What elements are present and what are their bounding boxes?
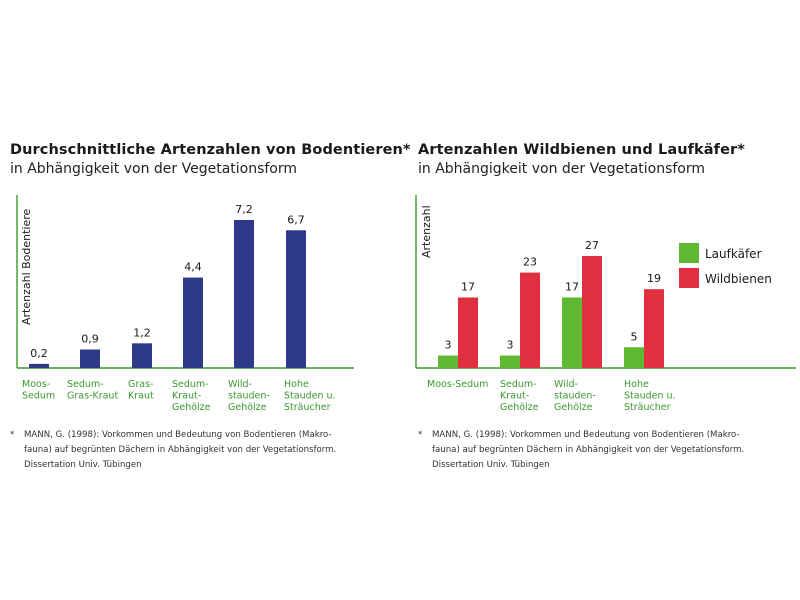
category-label: Hohe xyxy=(284,379,309,390)
legend-label: Laufkäfer xyxy=(705,247,762,261)
category-label: Sedum xyxy=(22,391,55,402)
data-label: 19 xyxy=(647,272,661,285)
bar xyxy=(132,343,152,368)
bar-laufkaefer xyxy=(438,355,458,368)
legend-label: Wildbienen xyxy=(705,272,772,286)
category-label: Kraut- xyxy=(172,391,201,402)
bar-laufkaefer xyxy=(562,297,582,368)
category-label: Hohe xyxy=(624,379,649,390)
category-label: Gehölze xyxy=(228,402,267,413)
chart-title: Artenzahlen Wildbienen und Laufkäfer* xyxy=(418,142,745,158)
y-axis-label: Artenzahl Bodentiere xyxy=(20,208,33,325)
footnote-text: MANN, G. (1998): Vorkommen und Bedeutung… xyxy=(24,430,337,470)
data-label: 23 xyxy=(523,256,537,269)
category-label: Gras- xyxy=(128,379,153,390)
bar-chart-bodentiere: Artenzahl Bodentiere 0,2 Moos-Sedum 0,9 Sedu… xyxy=(16,195,354,413)
bar-laufkaefer xyxy=(624,347,644,368)
bar-wildbienen xyxy=(644,289,664,368)
bar-laufkaefer xyxy=(500,355,520,368)
category-label: Sedum- xyxy=(172,379,209,390)
category-label: Wild- xyxy=(228,379,252,390)
category-label: stauden- xyxy=(554,391,596,402)
chart-panel-wildbienen-laufkaefer: Artenzahlen Wildbienen und Laufkäfer* in… xyxy=(400,0,800,600)
footnote-marker: * xyxy=(10,430,15,440)
chart-subtitle: in Abhängigkeit von der Vegetationsform xyxy=(10,161,298,177)
category-label: Gehölze xyxy=(172,402,211,413)
data-label: 0,9 xyxy=(81,333,99,346)
category-label: Sedum- xyxy=(500,379,537,390)
footnote-text: MANN, G. (1998): Vorkommen und Bedeutung… xyxy=(432,430,745,470)
chart-panel-bodentiere: Durchschnittliche Artenzahlen von Bodent… xyxy=(10,142,411,473)
legend-swatch xyxy=(679,268,699,288)
category-label: Gehölze xyxy=(554,402,593,413)
category-label: Sträucher xyxy=(284,402,331,413)
bar-wildbienen xyxy=(520,272,540,368)
category-label: Kraut- xyxy=(500,391,529,402)
footnote: * MANN, G. (1998): Vorkommen und Bedeutu… xyxy=(10,428,370,473)
data-label: 6,7 xyxy=(287,213,305,226)
category-label: Moos- xyxy=(22,379,50,390)
data-label: 17 xyxy=(461,280,475,293)
data-label: 7,2 xyxy=(235,203,253,216)
footnote: * MANN, G. (1998): Vorkommen und Bedeutu… xyxy=(418,428,778,473)
chart-title: Durchschnittliche Artenzahlen von Bodent… xyxy=(10,142,411,158)
data-label: 27 xyxy=(585,239,599,252)
legend-swatch xyxy=(679,243,699,263)
category-label: Moos-Sedum xyxy=(427,379,488,390)
data-label: 5 xyxy=(631,330,638,343)
chart-subtitle: in Abhängigkeit von der Vegetationsform xyxy=(418,161,706,177)
footnote-marker: * xyxy=(418,430,423,440)
data-label: 3 xyxy=(507,339,514,352)
bar xyxy=(234,220,254,368)
category-label: Stauden u. xyxy=(284,391,336,402)
data-label: 17 xyxy=(565,280,579,293)
category-label: Gehölze xyxy=(500,402,539,413)
data-label: 0,2 xyxy=(30,347,48,360)
category-label: Kraut xyxy=(128,391,154,402)
grouped-bar-chart-wildbienen-laufkaefer: Artenzahl 3 3 17 5 17 23 27 19 Moos-Sedum Sedum-Kr… xyxy=(415,195,796,413)
category-label: Sedum- xyxy=(67,379,104,390)
bar-wildbienen xyxy=(458,297,478,368)
category-label: Gras-Kraut xyxy=(67,391,118,402)
data-label: 3 xyxy=(445,339,452,352)
bar xyxy=(29,363,49,368)
bar xyxy=(183,277,203,368)
bar-wildbienen xyxy=(582,256,602,368)
bar xyxy=(286,230,306,368)
category-label: stauden- xyxy=(228,391,270,402)
data-label: 1,2 xyxy=(133,326,151,339)
bar xyxy=(80,349,100,368)
category-label: Wild- xyxy=(554,379,578,390)
category-label: Stauden u. xyxy=(624,391,676,402)
data-label: 4,4 xyxy=(184,261,202,274)
y-axis-label: Artenzahl xyxy=(420,205,433,258)
category-label: Sträucher xyxy=(624,402,671,413)
